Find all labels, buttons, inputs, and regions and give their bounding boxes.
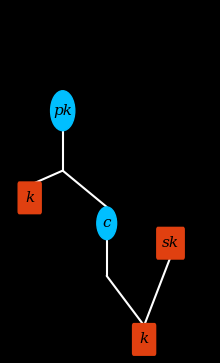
Text: k: k — [25, 191, 34, 205]
Circle shape — [97, 207, 117, 240]
Text: sk: sk — [162, 236, 179, 250]
Text: k: k — [139, 333, 149, 346]
FancyBboxPatch shape — [132, 323, 156, 356]
Text: c: c — [103, 216, 111, 230]
Text: pk: pk — [53, 104, 72, 118]
FancyBboxPatch shape — [18, 181, 42, 214]
Circle shape — [51, 91, 75, 131]
FancyBboxPatch shape — [156, 227, 185, 260]
